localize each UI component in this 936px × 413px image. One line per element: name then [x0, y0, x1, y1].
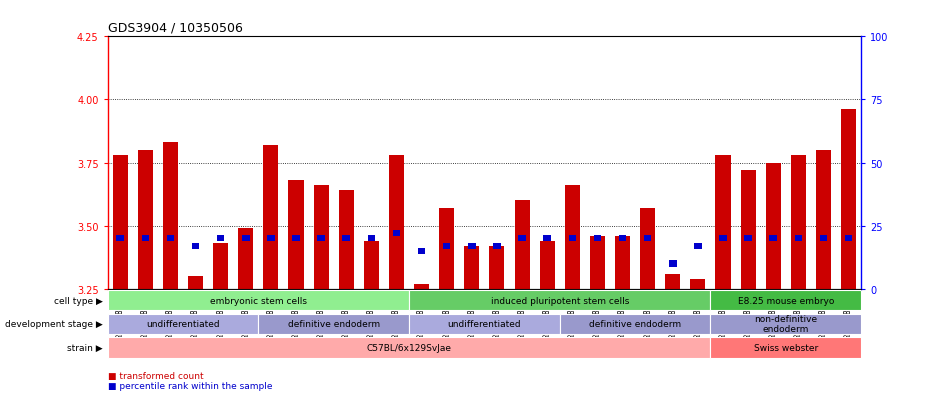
Text: Swiss webster: Swiss webster	[753, 343, 818, 352]
Bar	[443, 243, 450, 249]
Bar	[519, 235, 526, 242]
Bar	[242, 235, 250, 242]
Bar	[544, 235, 551, 242]
Bar	[417, 248, 425, 254]
Text: definitive endoderm: definitive endoderm	[589, 320, 681, 328]
Bar	[468, 243, 475, 249]
Text: undifferentiated: undifferentiated	[146, 320, 220, 328]
Bar	[108, 337, 710, 358]
Bar	[640, 209, 655, 289]
Bar	[691, 279, 706, 289]
Bar	[314, 186, 329, 289]
Bar	[267, 235, 274, 242]
Bar	[116, 235, 124, 242]
Bar	[389, 156, 404, 289]
Bar	[845, 235, 853, 242]
Bar	[791, 156, 806, 289]
Bar	[593, 235, 601, 242]
Bar	[288, 181, 303, 289]
Text: cell type ▶: cell type ▶	[54, 296, 103, 305]
Bar	[364, 241, 379, 289]
Bar	[619, 235, 626, 242]
Bar	[490, 246, 505, 289]
Bar	[695, 243, 702, 249]
Bar	[568, 235, 576, 242]
Bar	[493, 243, 501, 249]
Bar	[564, 186, 579, 289]
Text: ■ transformed count: ■ transformed count	[108, 371, 203, 380]
Text: induced pluripotent stem cells: induced pluripotent stem cells	[490, 296, 629, 305]
Bar	[263, 145, 278, 289]
Text: non-definitive
endoderm: non-definitive endoderm	[754, 314, 817, 334]
Bar	[393, 230, 401, 237]
Text: strain ▶: strain ▶	[67, 343, 103, 352]
Bar	[138, 151, 153, 289]
Bar	[409, 314, 560, 334]
Bar	[414, 284, 429, 289]
Text: undifferentiated: undifferentiated	[447, 320, 521, 328]
Bar	[464, 246, 479, 289]
Bar	[163, 143, 178, 289]
Bar	[715, 156, 730, 289]
Bar	[740, 171, 755, 289]
Bar	[292, 235, 300, 242]
Text: C57BL/6x129SvJae: C57BL/6x129SvJae	[367, 343, 451, 352]
Bar	[112, 156, 127, 289]
Bar	[339, 191, 354, 289]
Bar	[769, 235, 777, 242]
Bar	[820, 235, 827, 242]
Bar	[719, 235, 726, 242]
Bar	[141, 235, 149, 242]
Bar	[515, 201, 530, 289]
Bar	[669, 261, 677, 267]
Bar	[816, 151, 831, 289]
Bar	[795, 235, 802, 242]
Bar	[108, 290, 409, 311]
Text: E8.25 mouse embryo: E8.25 mouse embryo	[738, 296, 834, 305]
Bar	[766, 163, 781, 289]
Bar	[560, 314, 710, 334]
Bar	[744, 235, 752, 242]
Bar	[710, 337, 861, 358]
Bar	[317, 235, 325, 242]
Bar	[217, 235, 225, 242]
Bar	[615, 236, 630, 289]
Bar	[167, 235, 174, 242]
Bar	[213, 244, 228, 289]
Bar	[644, 235, 651, 242]
Bar	[188, 277, 203, 289]
Bar	[192, 243, 199, 249]
Bar	[368, 235, 375, 242]
Bar	[540, 241, 555, 289]
Bar	[439, 209, 454, 289]
Text: GDS3904 / 10350506: GDS3904 / 10350506	[108, 21, 242, 35]
Bar	[665, 274, 680, 289]
Bar	[343, 235, 350, 242]
Bar	[590, 236, 605, 289]
Bar	[239, 229, 254, 289]
Bar	[108, 314, 258, 334]
Text: embryonic stem cells: embryonic stem cells	[210, 296, 307, 305]
Bar	[710, 290, 861, 311]
Text: ■ percentile rank within the sample: ■ percentile rank within the sample	[108, 381, 272, 390]
Bar	[710, 314, 861, 334]
Text: definitive endoderm: definitive endoderm	[287, 320, 380, 328]
Bar	[409, 290, 710, 311]
Bar	[841, 110, 856, 289]
Text: development stage ▶: development stage ▶	[6, 320, 103, 328]
Bar	[258, 314, 409, 334]
